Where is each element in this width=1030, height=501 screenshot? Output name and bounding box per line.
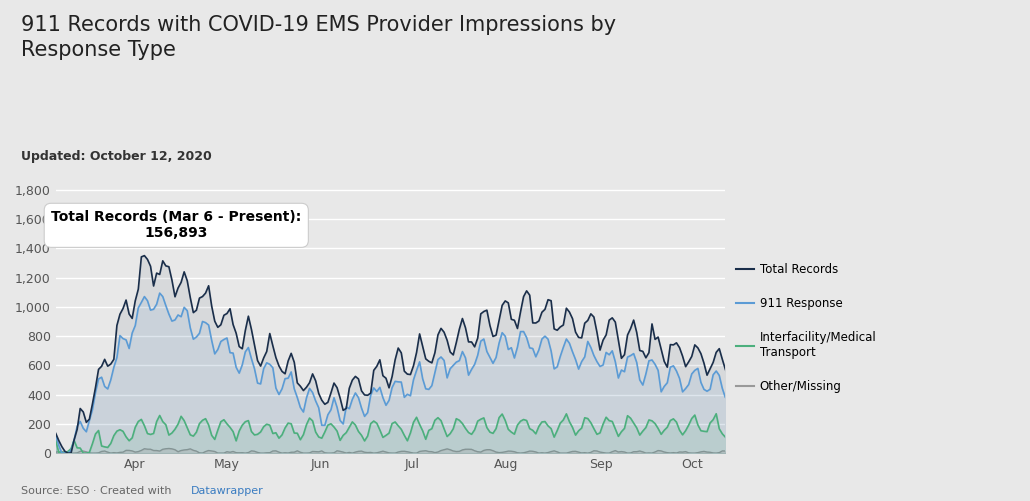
Text: Source: ESO · Created with: Source: ESO · Created with — [21, 486, 175, 496]
Text: Total Records (Mar 6 - Present):
156,893: Total Records (Mar 6 - Present): 156,893 — [52, 210, 302, 240]
Text: 911 Records with COVID-19 EMS Provider Impressions by
Response Type: 911 Records with COVID-19 EMS Provider I… — [21, 15, 616, 60]
Text: Updated: October 12, 2020: Updated: October 12, 2020 — [21, 150, 211, 163]
Text: Datawrapper: Datawrapper — [191, 486, 264, 496]
Legend: Total Records, 911 Response, Interfacility/Medical
Transport, Other/Missing: Total Records, 911 Response, Interfacili… — [731, 258, 881, 398]
